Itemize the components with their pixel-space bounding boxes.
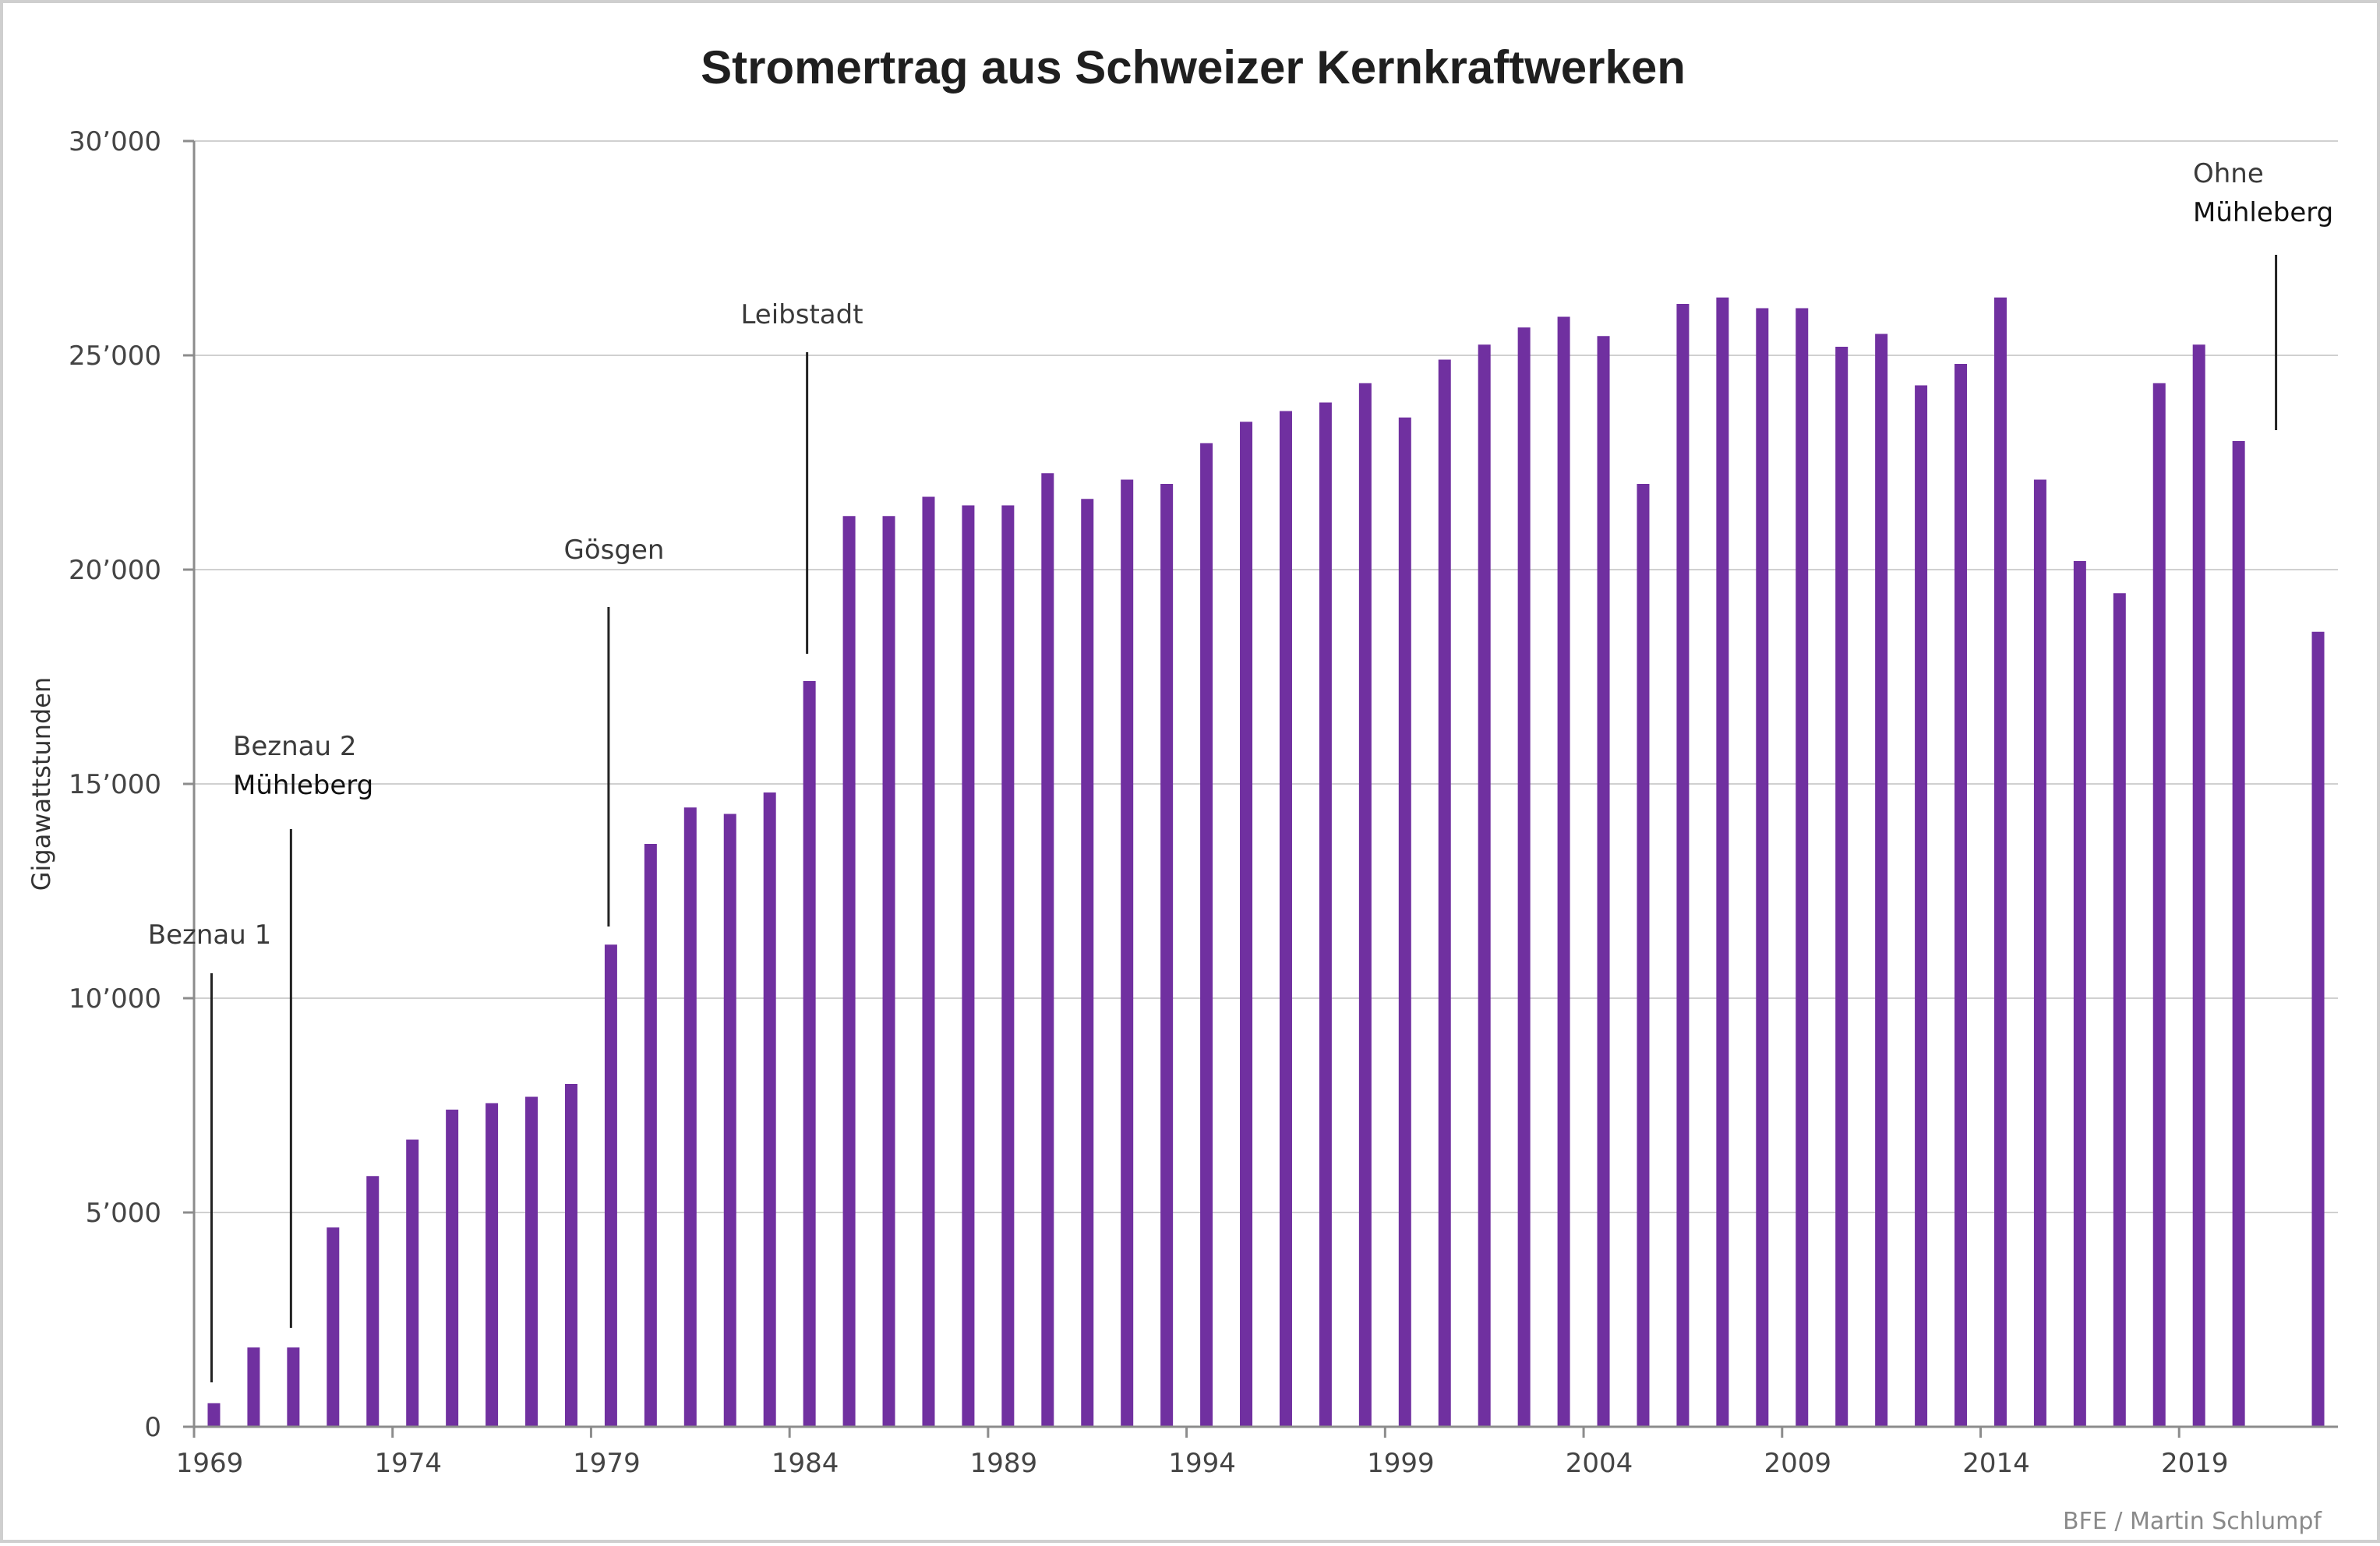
y-axis-ticks: 0 5’000 10’000 15’000 20’000 25’000 30’000: [69, 126, 161, 1443]
bar-2007: [1716, 297, 1729, 1427]
bar-2002: [1517, 327, 1531, 1427]
bar-2006: [1676, 304, 1690, 1427]
bar-1995: [1240, 422, 1253, 1427]
bar-2013: [1954, 364, 1968, 1427]
bar-1997: [1319, 402, 1332, 1427]
annotation-label-1979: Gösgen: [564, 535, 665, 566]
x-tick-label: 2004: [1566, 1448, 1633, 1479]
bar-1994: [1200, 443, 1213, 1427]
bar-2001: [1478, 344, 1491, 1427]
y-tick-label: 10’000: [69, 983, 161, 1015]
y-tick-label: 20’000: [69, 555, 161, 586]
bar-1986: [882, 516, 895, 1427]
bar-2004: [1597, 336, 1610, 1427]
bar-2022: [2311, 631, 2325, 1427]
x-tick-label: 2014: [1962, 1448, 2030, 1479]
x-tick-label: 2019: [2161, 1448, 2229, 1479]
bar-1999: [1398, 417, 1411, 1427]
y-tick-label: 30’000: [69, 126, 161, 157]
annotation-label-1971: Mühleberg: [233, 770, 373, 801]
bar-2000: [1438, 359, 1451, 1427]
x-axis-ticks: 1969 1974 1979 1984 1989 1994 1999 2004 2009 2014…: [176, 1427, 2229, 1479]
bar-1977: [525, 1096, 539, 1427]
chart-title: Stromertrag aus Schweizer Kernkraftwerke…: [701, 41, 1686, 94]
bar-1975: [446, 1110, 459, 1427]
bar-1971: [287, 1347, 300, 1427]
bar-2010: [1835, 347, 1849, 1427]
x-tick-label: 1999: [1367, 1448, 1435, 1479]
bar-2016: [2073, 561, 2086, 1427]
annotations: Beznau 1 Beznau 2 Mühleberg Gösgen Leibstadt…: [148, 158, 2333, 1382]
bar-1979: [604, 944, 617, 1427]
bar-2019: [2192, 344, 2205, 1427]
bar-1988: [962, 505, 975, 1427]
x-tick-label: 1984: [772, 1448, 839, 1479]
bar-2005: [1637, 484, 1650, 1427]
annotation-label-1971: Beznau 2: [233, 731, 356, 762]
bar-1982: [723, 814, 736, 1427]
y-tick-label: 5’000: [86, 1198, 161, 1229]
bar-1981: [683, 807, 697, 1427]
bar-chart: Stromertrag aus Schweizer Kernkraftwerke…: [26, 41, 2338, 1535]
bar-2017: [2113, 593, 2126, 1427]
bar-1978: [564, 1084, 577, 1427]
bar-2009: [1796, 308, 1809, 1427]
bar-2008: [1756, 308, 1769, 1427]
bar-1970: [247, 1347, 260, 1427]
y-tick-label: 25’000: [69, 341, 161, 372]
bar-2012: [1915, 385, 1928, 1427]
annotation-label-1969: Beznau 1: [148, 919, 271, 951]
x-tick-label: 1969: [176, 1448, 244, 1479]
bar-1989: [1001, 505, 1015, 1427]
bars: [207, 297, 2325, 1427]
bar-1990: [1041, 473, 1054, 1427]
annotation-label-1984: Leibstadt: [740, 299, 863, 330]
x-tick-label: 1979: [573, 1448, 641, 1479]
bar-1974: [406, 1139, 419, 1427]
bar-2003: [1557, 316, 1570, 1427]
bar-1996: [1279, 411, 1292, 1427]
bar-2014: [1993, 297, 2007, 1427]
bar-1998: [1358, 383, 1372, 1427]
x-tick-label: 1994: [1168, 1448, 1236, 1479]
bar-1985: [842, 516, 856, 1427]
y-tick-label: 15’000: [69, 769, 161, 800]
bar-1992: [1121, 479, 1134, 1427]
bar-1991: [1081, 499, 1094, 1427]
x-tick-label: 1989: [970, 1448, 1038, 1479]
bar-1984: [803, 681, 816, 1427]
bar-1973: [366, 1176, 380, 1427]
bar-2020: [2232, 441, 2245, 1427]
x-tick-label: 1974: [374, 1448, 442, 1479]
bar-1993: [1160, 484, 1174, 1427]
y-tick-label: 0: [144, 1412, 161, 1443]
annotation-label-2021: Mühleberg: [2193, 197, 2333, 228]
bar-1987: [922, 496, 935, 1427]
bar-2011: [1875, 334, 1888, 1427]
bar-1983: [763, 792, 776, 1427]
bar-1976: [486, 1103, 499, 1427]
bar-2018: [2152, 383, 2166, 1427]
bar-1969: [207, 1403, 221, 1427]
annotation-label-2021: Ohne: [2193, 158, 2264, 189]
source-credit: BFE / Martin Schlumpf: [2063, 1508, 2322, 1535]
y-axis-label: Gigawattstunden: [26, 677, 56, 891]
bar-1972: [327, 1227, 340, 1427]
bar-2015: [2033, 479, 2046, 1427]
gridlines: [194, 140, 2338, 1213]
bar-1980: [644, 844, 657, 1427]
x-tick-label: 2009: [1764, 1448, 1832, 1479]
